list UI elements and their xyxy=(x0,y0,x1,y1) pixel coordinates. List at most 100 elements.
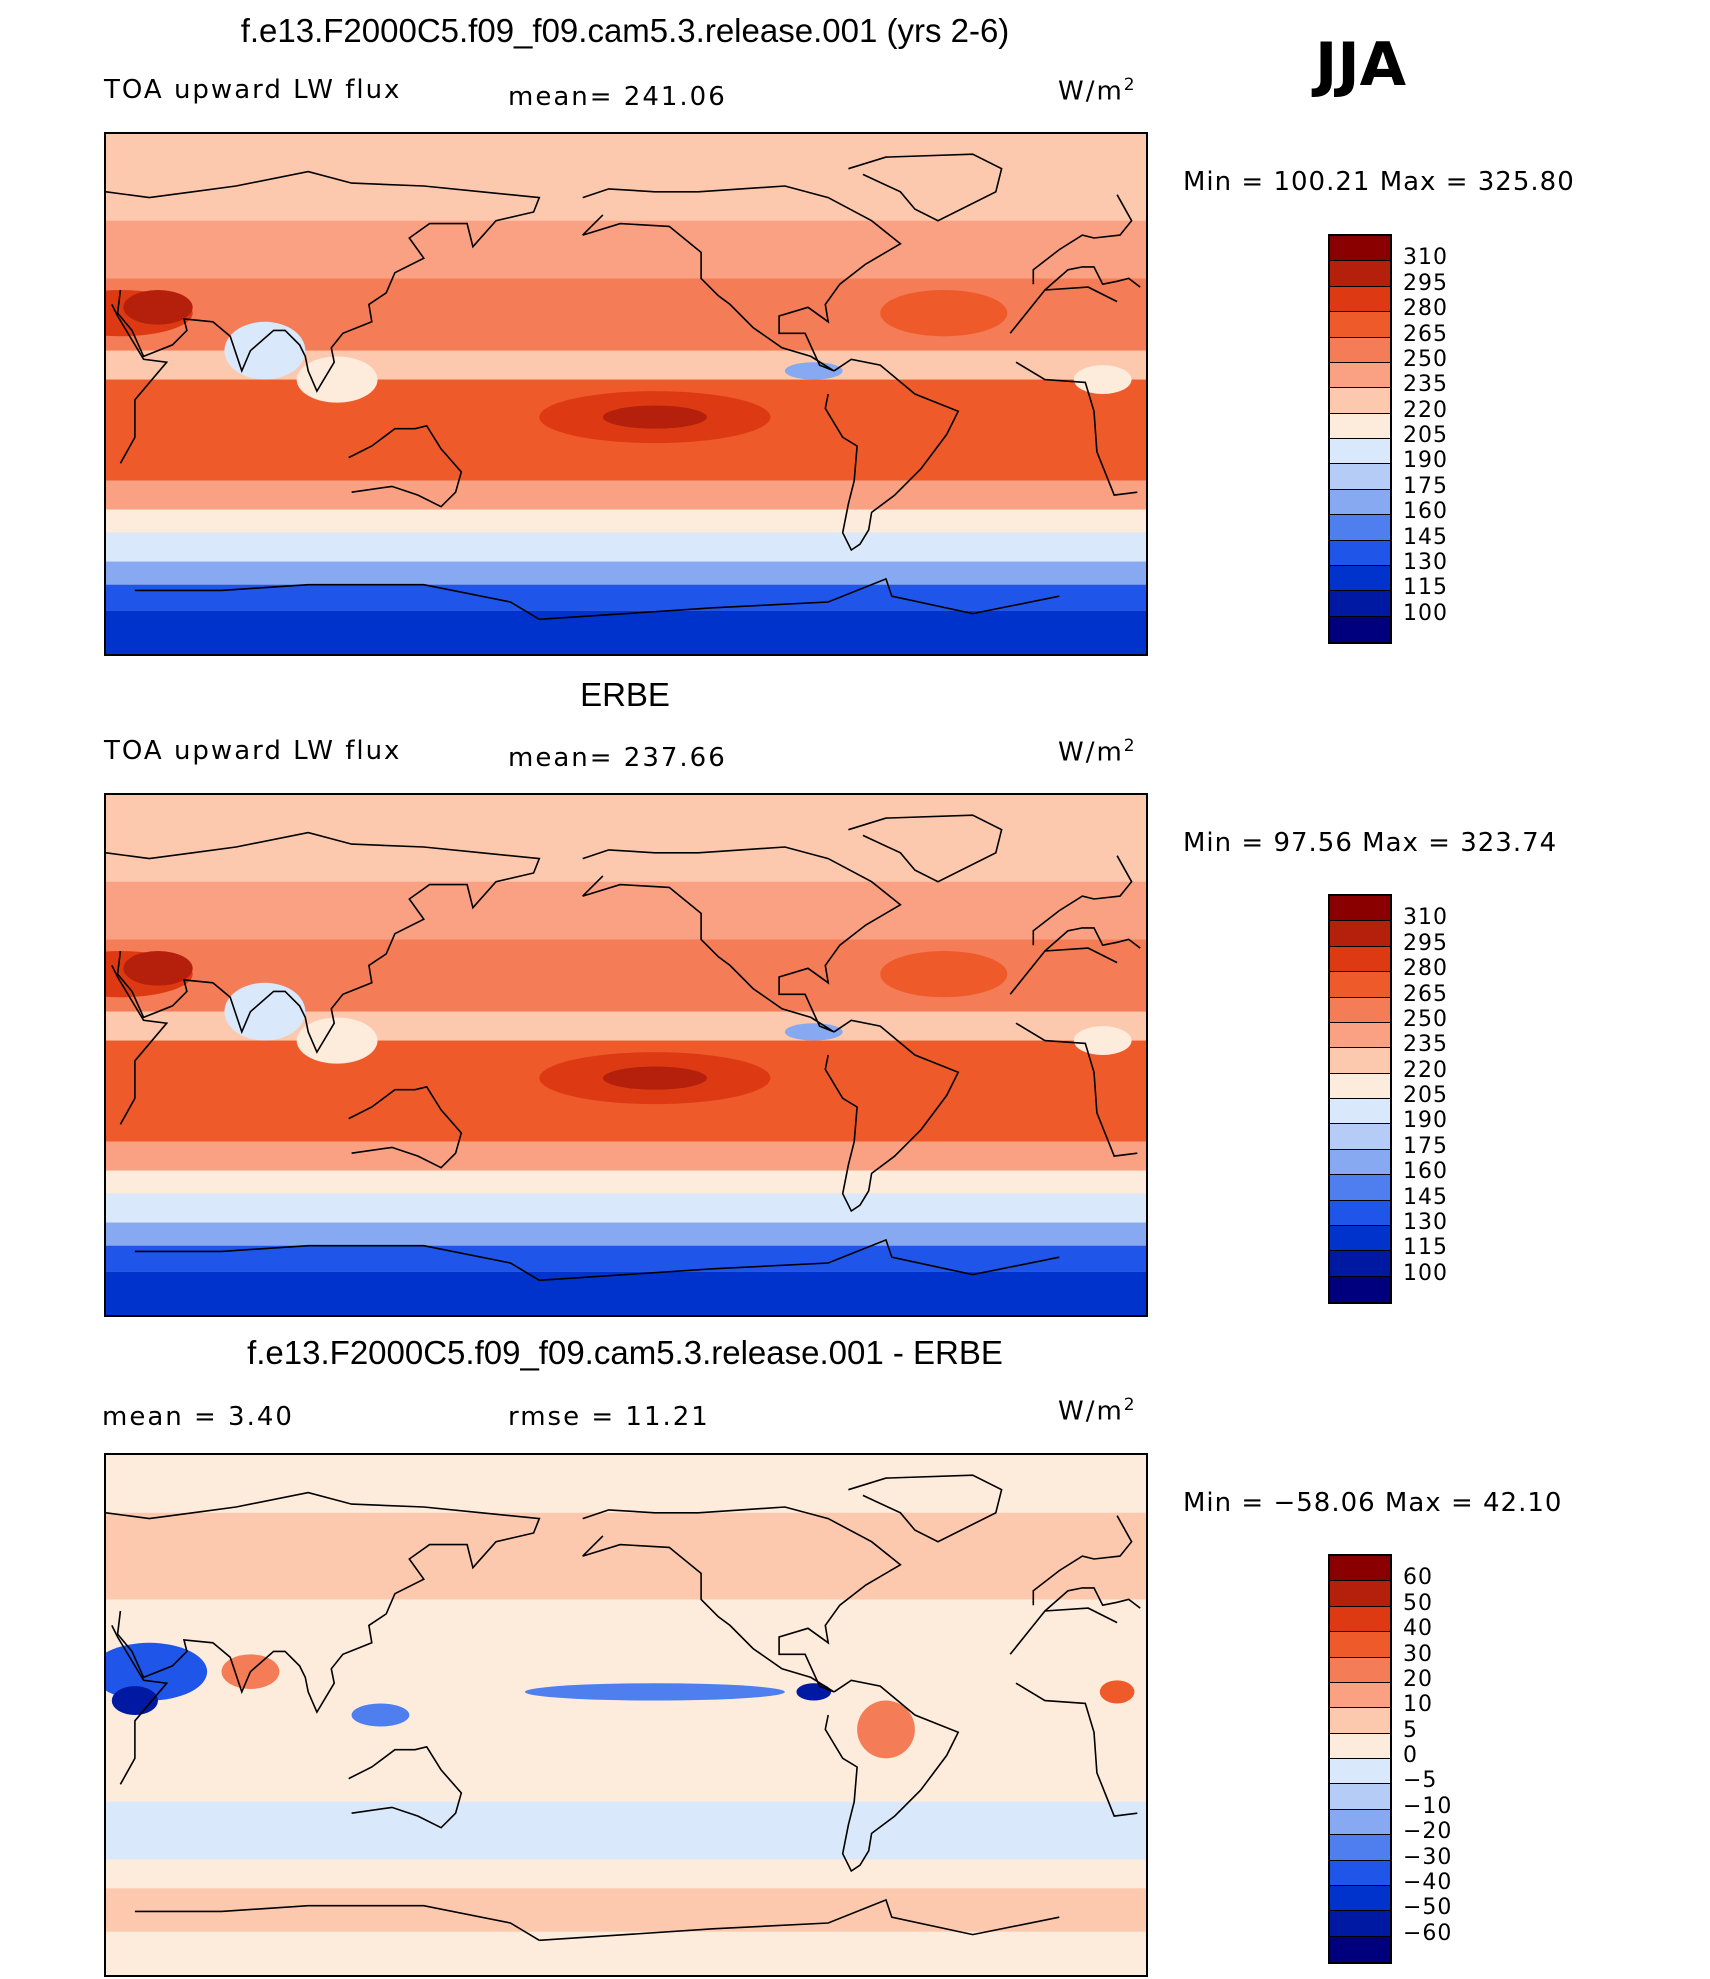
colorbar-tick-label: 145 xyxy=(1403,524,1448,550)
coastline-antarctica xyxy=(134,1898,1060,1942)
colorbar-tick-label: 190 xyxy=(1403,448,1448,474)
colorbar-tick-label: 160 xyxy=(1403,1159,1448,1185)
colorbar-tick-label: 190 xyxy=(1403,1108,1448,1134)
panel3-minmax: Min = −58.06 Max = 42.10 xyxy=(1183,1488,1563,1518)
blob-africa-itcz xyxy=(1073,1026,1132,1055)
band-south-48 xyxy=(106,1170,1146,1194)
colorbar-swatch xyxy=(1330,1149,1390,1176)
blob-atlantic xyxy=(880,951,1008,998)
colorbar-swatch xyxy=(1330,946,1390,973)
colorbar-swatch xyxy=(1330,1581,1390,1607)
blob-pacific-itcz-negative xyxy=(524,1683,785,1701)
band-northern-midlat xyxy=(106,881,1146,940)
colorbar-tick-label: 0 xyxy=(1403,1743,1418,1768)
coastline-eurasia xyxy=(106,831,1141,1054)
blob-indonesia-negative xyxy=(351,1703,410,1727)
panel1-units: W/m2 xyxy=(1058,75,1137,107)
colorbar-tick-label: 5 xyxy=(1403,1717,1418,1743)
band-north-positive xyxy=(106,1512,1146,1600)
blob-east-pacific-core xyxy=(796,1683,832,1701)
colorbar-swatch xyxy=(1330,1784,1390,1810)
colorbar-tick-label: 100 xyxy=(1403,600,1448,626)
band-northern-midlat xyxy=(106,220,1146,279)
band-antarctica xyxy=(106,610,1146,654)
blob-maritime-continent xyxy=(296,1017,378,1064)
coastline-eurasia xyxy=(106,1491,1141,1714)
panel2-units: W/m2 xyxy=(1058,736,1137,768)
coastline-greenland xyxy=(848,153,1003,222)
map-field-svg xyxy=(106,1455,1146,1975)
coastline-samerica xyxy=(824,1019,960,1213)
colorbar-swatch xyxy=(1330,921,1390,947)
colorbar-tick-label: 30 xyxy=(1403,1641,1433,1667)
colorbar-tick-label: 220 xyxy=(1403,1057,1448,1083)
colorbar-tick-label: 235 xyxy=(1403,1032,1448,1058)
panel1-variable-label: TOA upward LW flux xyxy=(104,75,402,105)
panel3-rmse-label: rmse = 11.21 xyxy=(508,1402,710,1432)
colorbar-tick-label: 60 xyxy=(1403,1565,1433,1591)
colorbar-swatch xyxy=(1330,1606,1390,1633)
colorbar-swatch xyxy=(1330,1632,1390,1658)
panel2-variable-label: TOA upward LW flux xyxy=(104,736,402,766)
colorbar-tick-label: −10 xyxy=(1403,1793,1453,1819)
band-antarctic-coast xyxy=(106,584,1146,611)
band-antarctic-positive xyxy=(106,1888,1146,1932)
colorbar-swatch xyxy=(1330,1175,1390,1201)
coastline-samerica xyxy=(824,1679,960,1873)
coastline-africa xyxy=(111,286,1138,496)
blob-west-africa-positive xyxy=(1099,1680,1135,1704)
panel1-mean-label: mean= 241.06 xyxy=(508,82,727,112)
colorbar-swatch xyxy=(1330,464,1390,490)
colorbar-swatch xyxy=(1330,1073,1390,1099)
colorbar-tick-label: 175 xyxy=(1403,1133,1448,1159)
colorbar-tick-label: 220 xyxy=(1403,397,1448,423)
band-subpolar xyxy=(106,561,1146,585)
blob-south-pacific-core xyxy=(602,405,707,429)
band-antarctica xyxy=(106,1271,1146,1315)
panel3-units: W/m2 xyxy=(1058,1395,1137,1427)
colorbar-swatch xyxy=(1330,1276,1390,1302)
colorbar-tick-label: 40 xyxy=(1403,1616,1433,1642)
colorbar-swatch xyxy=(1330,1099,1390,1125)
colorbar-swatch xyxy=(1330,413,1390,439)
colorbar-tick-label: 265 xyxy=(1403,981,1448,1007)
colorbar-tick-label: −60 xyxy=(1403,1920,1453,1946)
band-southern-ocean xyxy=(106,532,1146,562)
panel2-colorbar xyxy=(1328,894,1392,1304)
coastline-namerica xyxy=(582,185,902,372)
panel1-title: f.e13.F2000C5.f09_f09.cam5.3.release.001… xyxy=(240,12,1010,49)
coastline-samerica xyxy=(824,358,960,552)
colorbar-tick-label: 20 xyxy=(1403,1666,1433,1692)
blob-south-pacific-core xyxy=(602,1066,707,1090)
band-arctic xyxy=(106,795,1146,882)
band-south-negative xyxy=(106,1801,1146,1860)
colorbar-tick-label: 295 xyxy=(1403,270,1448,296)
map-field-svg xyxy=(106,795,1146,1315)
panel1-minmax: Min = 100.21 Max = 325.80 xyxy=(1183,167,1575,197)
colorbar-tick-label: 265 xyxy=(1403,321,1448,347)
colorbar-tick-label: 10 xyxy=(1403,1692,1433,1718)
colorbar-swatch xyxy=(1330,337,1390,363)
blob-arabia xyxy=(123,290,193,325)
panel3-colorbar xyxy=(1328,1554,1392,1964)
colorbar-swatch xyxy=(1330,1124,1390,1150)
colorbar-swatch xyxy=(1330,439,1390,465)
colorbar-tick-label: 50 xyxy=(1403,1590,1433,1616)
band-antarctic-coast xyxy=(106,1245,1146,1272)
colorbar-swatch xyxy=(1330,1225,1390,1252)
colorbar-swatch xyxy=(1330,1860,1390,1886)
band-southern-ocean xyxy=(106,1193,1146,1223)
colorbar-swatch xyxy=(1330,1556,1390,1582)
colorbar-swatch xyxy=(1330,312,1390,338)
coastline-greenland xyxy=(848,1474,1003,1543)
band-subpolar xyxy=(106,1222,1146,1246)
coastline-australia xyxy=(348,424,463,508)
band-south-midlat xyxy=(106,1141,1146,1171)
colorbar-tick-label: 235 xyxy=(1403,372,1448,398)
colorbar-tick-label: 280 xyxy=(1403,296,1448,322)
colorbar-tick-label: 280 xyxy=(1403,956,1448,982)
colorbar-tick-label: 160 xyxy=(1403,499,1448,525)
colorbar-tick-label: 310 xyxy=(1403,245,1448,271)
colorbar-swatch xyxy=(1330,565,1390,592)
coastline-australia xyxy=(348,1085,463,1169)
